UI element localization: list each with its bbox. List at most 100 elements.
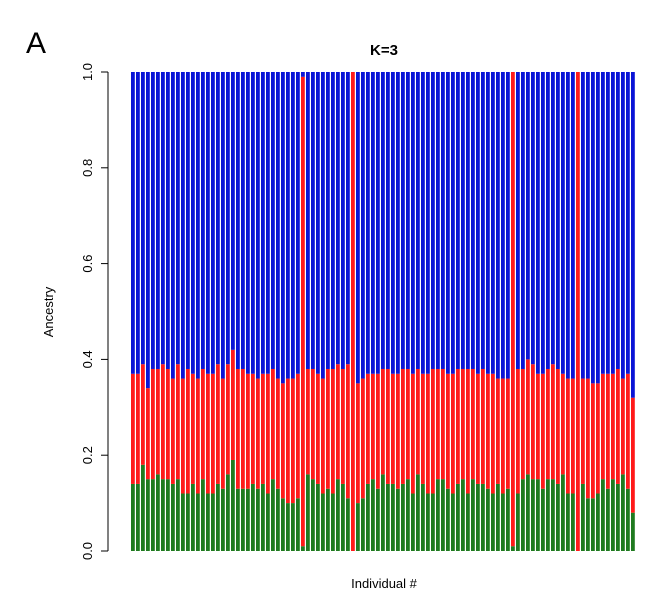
red-segment-41 — [331, 368, 335, 494]
green-segment-61 — [431, 493, 435, 551]
blue-segment-10 — [176, 72, 180, 365]
red-segment-51 — [381, 368, 385, 475]
blue-segment-28 — [266, 72, 270, 374]
red-segment-17 — [211, 373, 215, 494]
green-segment-56 — [406, 479, 410, 551]
green-segment-96 — [606, 488, 610, 551]
blue-segment-95 — [601, 72, 605, 374]
red-segment-69 — [471, 368, 475, 480]
blue-segment-40 — [326, 72, 330, 369]
green-segment-49 — [371, 479, 375, 551]
red-segment-80 — [526, 359, 530, 475]
red-segment-91 — [581, 378, 585, 484]
red-segment-72 — [486, 373, 490, 489]
green-segment-35 — [301, 546, 305, 551]
blue-segment-97 — [611, 72, 615, 374]
red-segment-86 — [556, 368, 560, 484]
red-segment-79 — [521, 368, 525, 480]
green-segment-62 — [436, 479, 440, 551]
green-segment-36 — [306, 474, 310, 551]
green-segment-39 — [321, 493, 325, 551]
blue-segment-9 — [171, 72, 175, 379]
green-segment-2 — [136, 483, 140, 551]
green-segment-26 — [256, 488, 260, 551]
green-segment-80 — [526, 474, 530, 551]
red-segment-9 — [171, 378, 175, 484]
green-segment-91 — [581, 483, 585, 551]
green-segment-92 — [586, 498, 590, 551]
red-segment-87 — [561, 373, 565, 475]
blue-segment-96 — [606, 72, 610, 374]
red-segment-36 — [306, 368, 310, 475]
red-segment-44 — [346, 364, 350, 499]
green-segment-27 — [261, 483, 265, 551]
blue-segment-29 — [271, 72, 275, 369]
green-segment-50 — [376, 488, 380, 551]
red-segment-54 — [396, 373, 400, 489]
blue-segment-18 — [216, 72, 220, 365]
green-segment-21 — [231, 459, 235, 551]
blue-segment-42 — [336, 72, 340, 365]
green-segment-7 — [161, 479, 165, 551]
blue-segment-86 — [556, 72, 560, 369]
green-segment-88 — [566, 493, 570, 551]
bar-area — [131, 72, 635, 551]
red-segment-71 — [481, 368, 485, 484]
red-segment-32 — [286, 378, 290, 504]
green-segment-68 — [466, 493, 470, 551]
red-segment-40 — [326, 368, 330, 489]
green-segment-89 — [571, 493, 575, 551]
green-segment-87 — [561, 474, 565, 551]
green-segment-72 — [486, 488, 490, 551]
red-segment-78 — [516, 368, 520, 494]
blue-segment-30 — [276, 72, 280, 379]
blue-segment-21 — [231, 72, 235, 350]
green-segment-44 — [346, 498, 350, 551]
red-segment-96 — [606, 373, 610, 489]
blue-segment-34 — [296, 72, 300, 374]
red-segment-29 — [271, 368, 275, 480]
red-segment-33 — [291, 378, 295, 504]
red-segment-70 — [476, 373, 480, 484]
blue-segment-54 — [396, 72, 400, 374]
red-segment-93 — [591, 383, 595, 499]
blue-segment-92 — [586, 72, 590, 379]
green-segment-41 — [331, 493, 335, 551]
green-segment-67 — [461, 479, 465, 551]
blue-segment-27 — [261, 72, 265, 374]
y-axis-label: Ancestry — [41, 286, 56, 337]
green-segment-33 — [291, 503, 295, 551]
blue-segment-39 — [321, 72, 325, 379]
green-segment-60 — [426, 493, 430, 551]
green-segment-94 — [596, 493, 600, 551]
blue-segment-99 — [621, 72, 625, 379]
red-segment-7 — [161, 364, 165, 480]
green-segment-97 — [611, 479, 615, 551]
blue-segment-17 — [211, 72, 215, 374]
red-segment-27 — [261, 373, 265, 484]
green-segment-99 — [621, 474, 625, 551]
green-segment-9 — [171, 483, 175, 551]
red-segment-45 — [351, 72, 355, 551]
green-segment-38 — [316, 483, 320, 551]
red-segment-65 — [451, 373, 455, 494]
y-tick-label: 0.4 — [80, 350, 95, 368]
red-segment-25 — [251, 373, 255, 484]
green-segment-77 — [511, 546, 515, 551]
red-segment-6 — [156, 368, 160, 475]
blue-segment-38 — [316, 72, 320, 374]
green-segment-75 — [501, 493, 505, 551]
red-segment-20 — [226, 364, 230, 475]
blue-segment-20 — [226, 72, 230, 365]
green-segment-43 — [341, 483, 345, 551]
green-segment-55 — [401, 483, 405, 551]
red-segment-61 — [431, 368, 435, 494]
red-segment-81 — [531, 364, 535, 480]
panel-label: A — [26, 27, 46, 60]
blue-segment-55 — [401, 72, 405, 369]
red-segment-43 — [341, 368, 345, 484]
green-segment-51 — [381, 474, 385, 551]
red-segment-82 — [536, 373, 540, 480]
blue-segment-50 — [376, 72, 380, 374]
red-segment-49 — [371, 373, 375, 480]
